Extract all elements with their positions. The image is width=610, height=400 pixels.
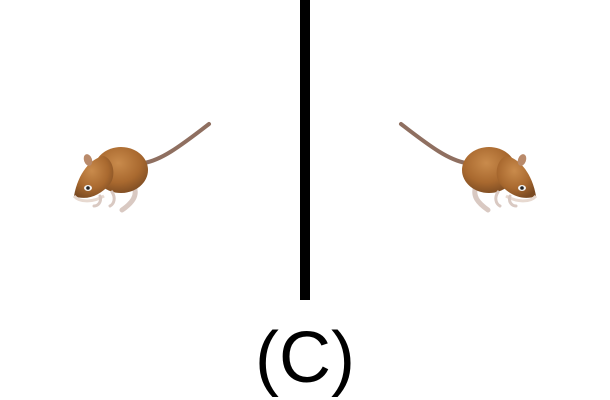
mouse-left-icon <box>72 122 211 213</box>
mirror-divider <box>300 0 310 300</box>
mouse-right-icon <box>399 122 538 213</box>
panel-label: (C) <box>255 318 355 398</box>
